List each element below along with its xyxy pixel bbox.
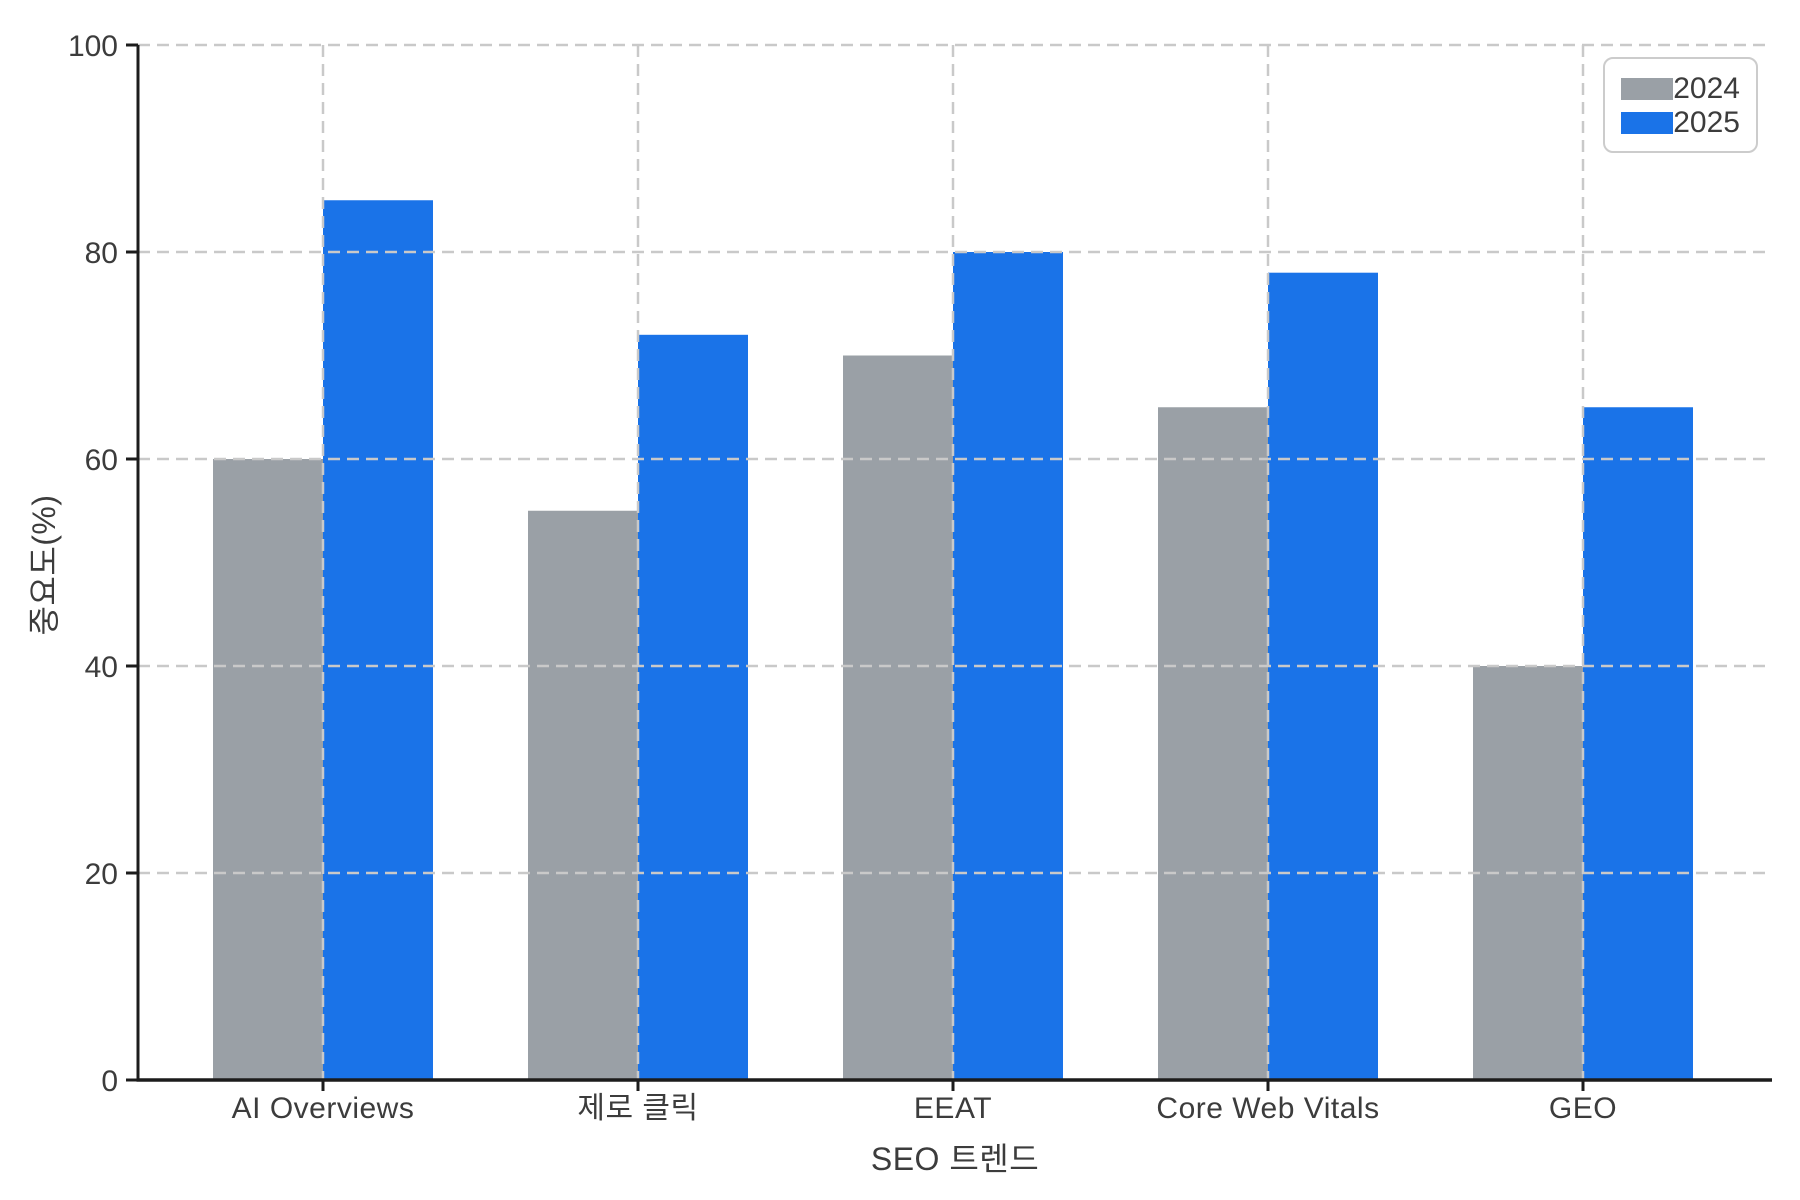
legend-swatch-2024 xyxy=(1621,78,1674,100)
bar-2025-eeat xyxy=(953,252,1063,1080)
legend: 2024 2025 xyxy=(1603,57,1758,153)
y-tick-label-80: 80 xyxy=(85,237,118,270)
y-tick-label-20: 20 xyxy=(85,858,118,891)
legend-swatch-2025 xyxy=(1621,112,1674,134)
legend-label-2025: 2025 xyxy=(1673,106,1740,139)
legend-label-2024: 2024 xyxy=(1673,72,1740,105)
bar-2024-ai-overviews xyxy=(213,459,323,1080)
x-axis-title: SEO 트렌드 xyxy=(870,1141,1040,1177)
bar-2024-core-web-vitals xyxy=(1158,407,1268,1080)
y-axis-title: 중요도(%) xyxy=(26,494,62,636)
bar-2025-ai-overviews xyxy=(323,200,433,1080)
bar-2025-core-web-vitals xyxy=(1268,272,1378,1080)
y-tick-label-40: 40 xyxy=(85,651,118,684)
bar-2025-geo xyxy=(1583,407,1693,1080)
bar-2024-제로-클릭 xyxy=(528,510,638,1080)
x-tick-label-제로-클릭: 제로 클릭 xyxy=(577,1092,698,1125)
y-tick-label-60: 60 xyxy=(85,444,118,477)
x-tick-label-ai-overviews: AI Overviews xyxy=(232,1092,415,1125)
bar-2025-제로-클릭 xyxy=(638,334,748,1080)
y-tick-label-100: 100 xyxy=(68,30,118,63)
x-tick-label-core-web-vitals: Core Web Vitals xyxy=(1156,1092,1379,1125)
x-tick-label-geo: GEO xyxy=(1549,1092,1617,1125)
y-tick-label-0: 0 xyxy=(101,1065,118,1098)
legend-item-2024: 2024 xyxy=(1621,72,1740,106)
x-tick-label-eeat: EEAT xyxy=(914,1092,992,1125)
bar-2024-eeat xyxy=(843,355,953,1080)
legend-item-2025: 2025 xyxy=(1621,106,1740,140)
